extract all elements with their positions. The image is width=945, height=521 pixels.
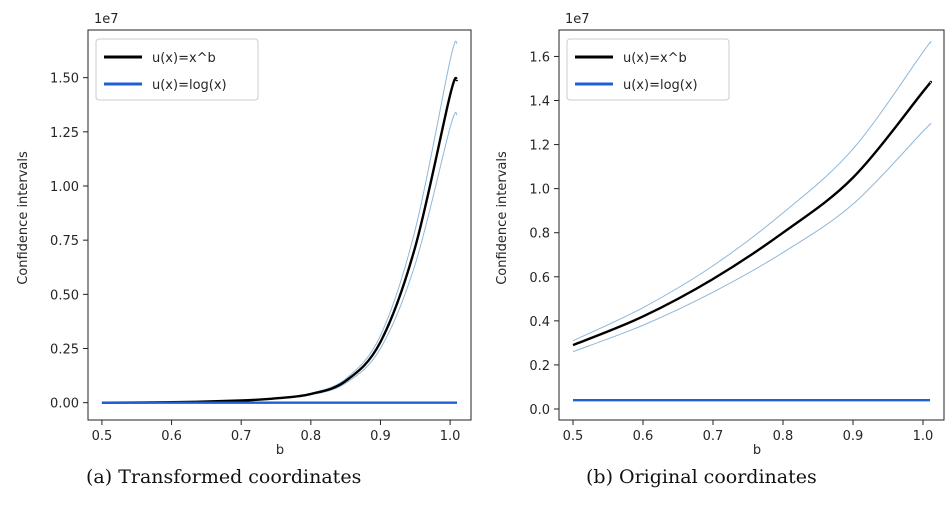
y-tick-label: 1.50 <box>50 72 79 87</box>
y-tick-label: 1.2 <box>529 139 550 154</box>
y-tick-label: 0.8 <box>529 227 550 242</box>
x-tick-label: 0.9 <box>843 429 864 444</box>
x-tick-label: 0.8 <box>300 429 321 444</box>
caption-b: (b) Original coordinates <box>586 466 817 488</box>
x-tick-label: 0.6 <box>633 429 654 444</box>
y-tick-label: 1.25 <box>50 126 79 141</box>
ci-upper-line <box>572 41 932 342</box>
legend: u(x)=x^b u(x)=log(x) <box>566 38 730 101</box>
y-axis-label: Confidence intervals <box>495 151 510 285</box>
y-tick-label: 0.75 <box>50 234 79 249</box>
x-tick-label: 0.7 <box>231 429 252 444</box>
legend-label-log: u(x)=log(x) <box>623 78 698 93</box>
x-axis-label: b <box>276 443 284 458</box>
offset-label: 1e7 <box>94 12 119 27</box>
y-axis-label: Confidence intervals <box>16 151 31 285</box>
x-tick-label: 0.5 <box>92 429 113 444</box>
y-tick-label: 0.6 <box>529 271 550 286</box>
caption-a: (a) Transformed coordinates <box>86 466 362 488</box>
ci-lower-line <box>572 123 932 353</box>
y-tick-label: 0.2 <box>529 359 550 374</box>
panel-transformed: 0.5 0.6 0.7 0.8 0.9 1.0 0.00 0.25 0.50 0.75 1.00 1.… <box>16 12 472 458</box>
series-power <box>572 41 933 353</box>
legend-label-xb: u(x)=x^b <box>152 51 216 66</box>
y-tick-label: 0.50 <box>50 288 79 303</box>
x-tick-label: 1.0 <box>913 429 934 444</box>
legend-label-log: u(x)=log(x) <box>152 78 227 93</box>
y-tick-label: 0.4 <box>529 315 550 330</box>
x-tick-label: 0.6 <box>161 429 182 444</box>
x-tick-label: 0.7 <box>703 429 724 444</box>
offset-label: 1e7 <box>565 12 590 27</box>
x-tick-label: 0.9 <box>370 429 391 444</box>
series-line <box>572 80 933 347</box>
x-axis-label: b <box>753 443 761 458</box>
x-tick-label: 0.5 <box>563 429 584 444</box>
y-tick-label: 0.0 <box>529 403 550 418</box>
x-tick-label: 1.0 <box>440 429 461 444</box>
legend-label-xb: u(x)=x^b <box>623 51 687 66</box>
y-tick-label: 1.0 <box>529 183 550 198</box>
series-line <box>101 76 459 404</box>
y-tick-label: 1.6 <box>529 50 550 65</box>
x-tick-label: 0.8 <box>773 429 794 444</box>
panel-original: 0.5 0.6 0.7 0.8 0.9 1.0 0.0 0.2 0.4 0.6 0.8 1.0 1.2 1… <box>495 12 945 458</box>
y-tick-label: 0.00 <box>50 397 79 412</box>
y-tick-label: 0.25 <box>50 343 79 358</box>
y-tick-label: 1.4 <box>529 95 550 110</box>
legend: u(x)=x^b u(x)=log(x) <box>95 38 259 101</box>
y-tick-label: 1.00 <box>50 180 79 195</box>
